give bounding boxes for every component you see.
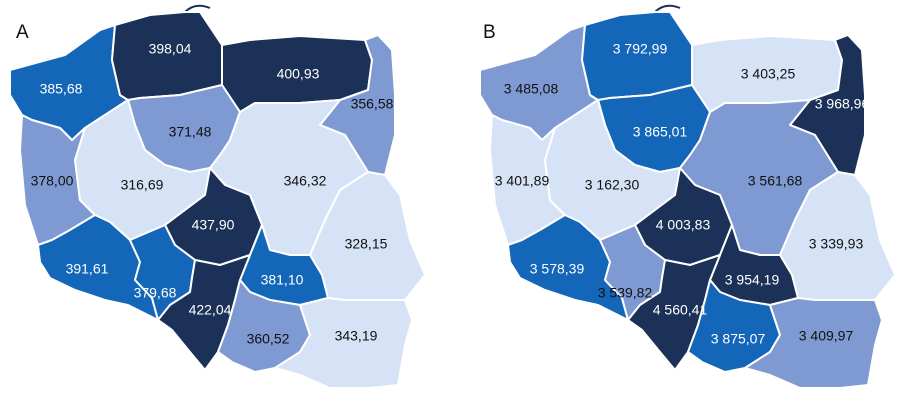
panel-label: B — [483, 22, 496, 43]
region-value-kujawsko-pomorskie: 371,48 — [169, 124, 212, 140]
region-value-swietokrzyskie: 381,10 — [261, 272, 304, 288]
region-value-lodzkie: 437,90 — [192, 217, 235, 233]
region-value-malopolskie: 360,52 — [247, 331, 290, 347]
region-value-lubuskie: 378,00 — [31, 173, 74, 189]
region-value-zachodniopomorskie: 3 485,08 — [504, 81, 559, 97]
region-value-kujawsko-pomorskie: 3 865,01 — [633, 124, 688, 140]
region-value-warminsko-mazurskie: 3 403,25 — [741, 66, 796, 82]
region-podkarpackie — [274, 297, 413, 389]
region-value-podkarpackie: 3 409,97 — [799, 328, 854, 344]
region-value-lubelskie: 3 339,93 — [809, 236, 864, 252]
region-value-pomorskie: 398,04 — [149, 41, 192, 57]
region-value-slaskie: 4 560,41 — [653, 302, 708, 318]
region-podkarpackie — [744, 297, 883, 389]
region-value-dolnoslaskie: 3 578,39 — [530, 261, 585, 277]
region-value-wielkopolskie: 316,69 — [121, 177, 164, 193]
region-value-podlaskie: 356,58 — [351, 96, 394, 112]
panel-label: A — [16, 22, 29, 43]
region-value-lodzkie: 4 003,83 — [656, 217, 711, 233]
region-value-swietokrzyskie: 3 954,19 — [725, 272, 780, 288]
region-value-zachodniopomorskie: 385,68 — [40, 81, 83, 97]
region-value-podkarpackie: 343,19 — [335, 328, 378, 344]
coast-spit — [184, 4, 211, 13]
coast-spit — [654, 4, 681, 13]
region-value-lubuskie: 3 401,89 — [495, 173, 550, 189]
region-value-warminsko-mazurskie: 400,93 — [277, 66, 320, 82]
region-value-slaskie: 422,04 — [189, 302, 232, 318]
region-value-malopolskie: 3 875,07 — [711, 331, 766, 347]
map-panel-b: B 3 485,08 3 792,99 3 403,25 3 968,96 3 865,0… — [479, 4, 896, 389]
map-panel-a: A 385,68 398,04 400,93 356,58 371,48 378,00 316… — [9, 4, 426, 389]
region-value-mazowieckie: 3 561,68 — [748, 173, 803, 189]
region-value-lubelskie: 328,15 — [345, 236, 388, 252]
region-value-wielkopolskie: 3 162,30 — [585, 177, 640, 193]
region-value-opolskie: 3 539,82 — [598, 285, 653, 301]
region-value-podlaskie: 3 968,96 — [815, 96, 870, 112]
region-value-mazowieckie: 346,32 — [284, 173, 327, 189]
region-value-dolnoslaskie: 391,61 — [66, 261, 109, 277]
region-value-pomorskie: 3 792,99 — [613, 41, 668, 57]
region-value-opolskie: 379,68 — [134, 285, 177, 301]
